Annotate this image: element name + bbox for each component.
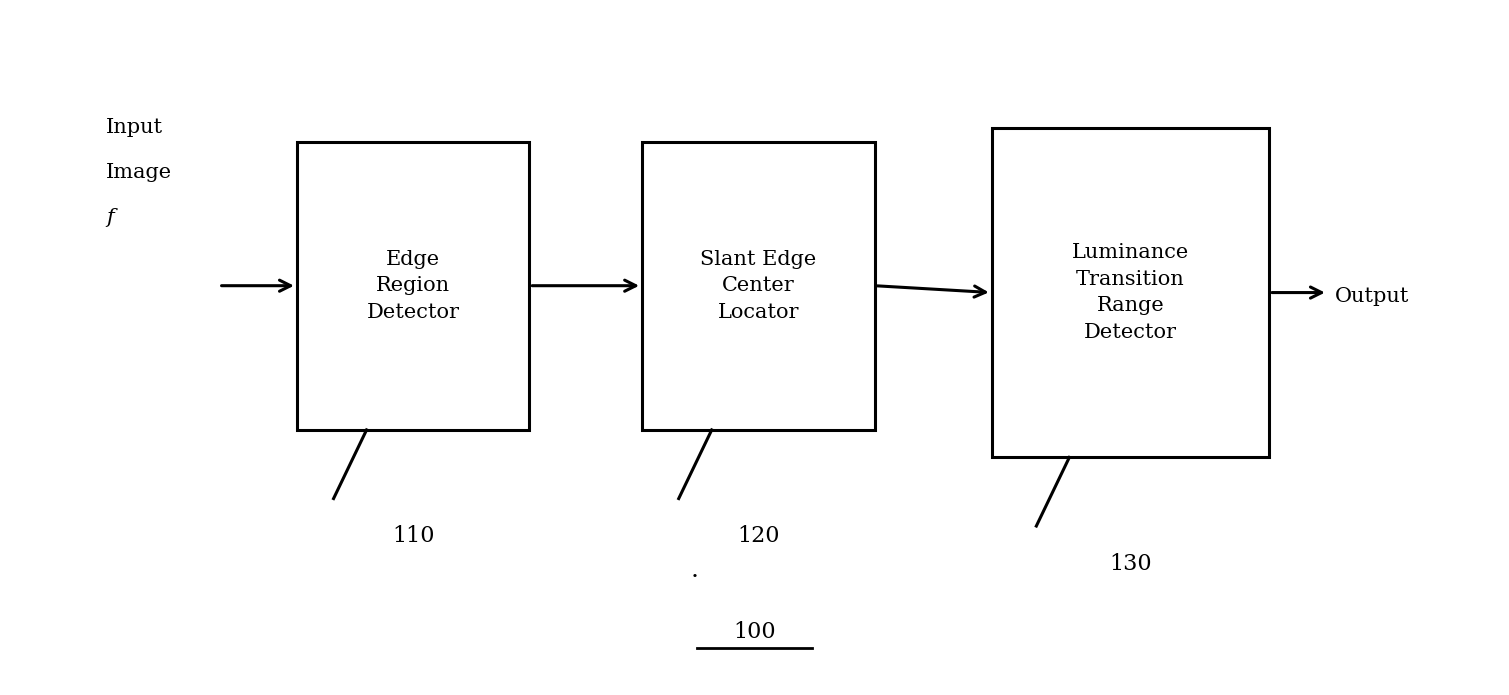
- Text: 100: 100: [733, 621, 776, 644]
- Bar: [641, 142, 875, 430]
- Bar: [297, 142, 530, 430]
- Text: 120: 120: [736, 525, 780, 548]
- Text: .: .: [691, 559, 699, 582]
- Text: Edge
Region
Detector: Edge Region Detector: [367, 250, 460, 322]
- Text: 110: 110: [392, 525, 435, 548]
- Text: Slant Edge
Center
Locator: Slant Edge Center Locator: [700, 250, 816, 322]
- Text: Luminance
Transition
Range
Detector: Luminance Transition Range Detector: [1071, 243, 1189, 342]
- Text: Output: Output: [1335, 286, 1409, 306]
- Bar: [991, 128, 1269, 457]
- Text: Image: Image: [106, 163, 172, 182]
- Text: 130: 130: [1109, 553, 1151, 575]
- Text: Input: Input: [106, 118, 163, 138]
- Text: f: f: [106, 208, 115, 227]
